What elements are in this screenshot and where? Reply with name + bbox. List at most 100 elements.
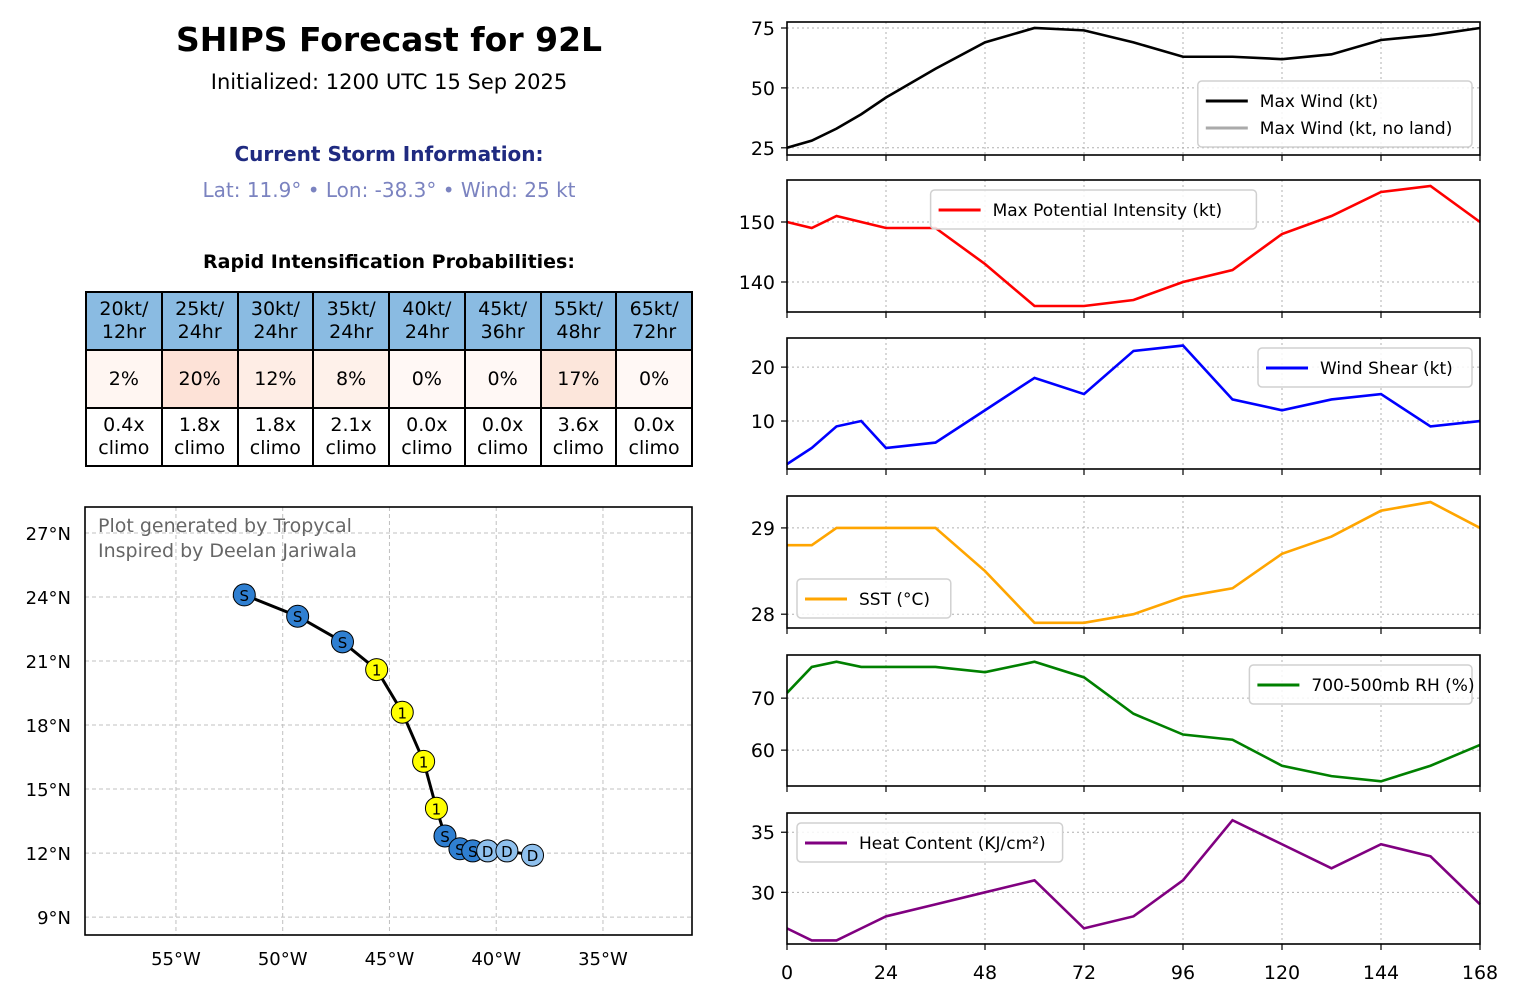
track-point-label: 1 xyxy=(432,800,442,818)
x-tick-label: 96 xyxy=(1171,962,1195,984)
lat-label: 24°N xyxy=(26,588,71,609)
ri-probability-row: 2% 20% 12% 8% 0% 0% 17% 0% xyxy=(85,349,693,409)
y-tick-label: 20 xyxy=(751,357,775,379)
plot-frame xyxy=(786,654,1481,787)
plot-frame xyxy=(786,21,1481,156)
track-point-label: S xyxy=(338,634,348,652)
legend-box xyxy=(929,189,1258,230)
legend-label: Max Wind (kt, no land) xyxy=(1260,119,1453,139)
series-line xyxy=(786,184,1481,308)
ri-probability-table: 20kt/12hr 25kt/24hr 30kt/24hr 35kt/24hr 40kt… xyxy=(85,291,693,467)
ri-climo-cell: 0.0x climo xyxy=(388,407,466,467)
ri-threshold-header: 35kt/24hr xyxy=(312,291,390,351)
y-tick-label: 30 xyxy=(751,882,775,904)
y-tick-label: 150 xyxy=(739,212,775,234)
y-tick-label: 10 xyxy=(751,411,775,433)
series-line xyxy=(786,344,1481,466)
lon-label: 55°W xyxy=(151,949,201,970)
ri-threshold-header: 25kt/24hr xyxy=(160,291,239,351)
track-point-label: 1 xyxy=(419,753,429,771)
track-point xyxy=(424,796,448,820)
legend-label: Heat Content (KJ/cm²) xyxy=(859,834,1046,854)
ri-probability-cell: 2% xyxy=(85,349,163,409)
ri-threshold-header: 20kt/12hr xyxy=(85,291,163,351)
map-frame xyxy=(84,506,693,936)
legend-label: SST (°C) xyxy=(859,590,930,610)
attribution-text: Plot generated by Tropycal xyxy=(98,515,352,537)
legend-label: 700-500mb RH (%) xyxy=(1311,676,1474,696)
ri-table-heading: Rapid Intensification Probabilities: xyxy=(203,251,575,273)
y-tick-label: 25 xyxy=(751,138,775,160)
y-tick-label: 60 xyxy=(751,740,775,762)
series-line xyxy=(786,26,1481,150)
track-point xyxy=(286,604,310,628)
lat-label: 21°N xyxy=(26,652,71,673)
figure-title: SHIPS Forecast for 92L xyxy=(175,20,603,59)
legend-box xyxy=(1257,347,1473,388)
ri-threshold-header: 30kt/24hr xyxy=(236,291,315,351)
ri-probability-cell: 20% xyxy=(160,349,239,409)
y-tick-label: 140 xyxy=(739,272,775,294)
y-tick-label: 29 xyxy=(751,518,775,540)
plot-frame xyxy=(786,812,1481,945)
ri-threshold-header: 45kt/36hr xyxy=(463,291,542,351)
lon-label: 40°W xyxy=(471,949,521,970)
x-tick-label: 144 xyxy=(1363,962,1399,984)
series-line xyxy=(787,500,1481,625)
ri-probability-cell: 0% xyxy=(388,349,466,409)
ri-climo-cell: 0.4x climo xyxy=(85,407,163,467)
attribution-text: Inspired by Deelan Jariwala xyxy=(98,540,357,562)
legend-box xyxy=(796,822,1064,863)
ri-climo-cell: 1.8x climo xyxy=(236,407,315,467)
track-point-label: D xyxy=(501,843,513,861)
lon-label: 35°W xyxy=(578,949,628,970)
lat-label: 27°N xyxy=(26,524,71,545)
track-point xyxy=(433,824,457,848)
y-tick-label: 50 xyxy=(751,78,775,100)
track-point-label: S xyxy=(455,841,465,859)
ri-threshold-header: 55kt/48hr xyxy=(539,291,618,351)
ri-threshold-header: 40kt/24hr xyxy=(388,291,466,351)
y-tick-label: 28 xyxy=(751,604,775,626)
track-point xyxy=(412,749,436,773)
track-point-label: 1 xyxy=(372,662,382,680)
x-tick-label: 72 xyxy=(1072,962,1096,984)
track-point-label: S xyxy=(240,587,250,605)
ri-climo-cell: 1.8x climo xyxy=(160,407,239,467)
ri-threshold-header: 65kt/72hr xyxy=(615,291,693,351)
legend-label: Max Potential Intensity (kt) xyxy=(993,201,1223,221)
ri-climo-row: 0.4x climo 1.8x climo 1.8x climo 2.1x climo 0.0x… xyxy=(85,407,693,467)
series-line xyxy=(786,660,1481,783)
legend-box xyxy=(796,578,952,619)
lon-label: 50°W xyxy=(258,949,308,970)
storm-info-heading: Current Storm Information: xyxy=(234,142,544,166)
track-point-label: 1 xyxy=(397,704,407,722)
ri-probability-cell: 0% xyxy=(463,349,542,409)
ri-climo-cell: 0.0x climo xyxy=(463,407,542,467)
plot-frame xyxy=(786,495,1481,629)
x-tick-label: 120 xyxy=(1264,962,1300,984)
ri-climo-cell: 0.0x climo xyxy=(615,407,693,467)
x-tick-label: 24 xyxy=(874,962,898,984)
lat-label: 12°N xyxy=(26,844,71,865)
track-point-label: S xyxy=(440,828,450,846)
initialized-time: Initialized: 1200 UTC 15 Sep 2025 xyxy=(210,70,568,94)
lat-label: 15°N xyxy=(26,780,71,801)
ri-probability-cell: 8% xyxy=(312,349,390,409)
track-point xyxy=(495,839,519,863)
lat-label: 18°N xyxy=(26,716,71,737)
ri-probability-cell: 17% xyxy=(539,349,618,409)
ri-climo-cell: 2.1x climo xyxy=(312,407,390,467)
ri-probability-cell: 0% xyxy=(615,349,693,409)
track-point xyxy=(365,658,389,682)
y-tick-label: 70 xyxy=(751,688,775,710)
track-point xyxy=(390,700,414,724)
track-point xyxy=(521,843,545,867)
series-line xyxy=(786,818,1481,942)
y-tick-label: 35 xyxy=(751,822,775,844)
legend-label: Wind Shear (kt) xyxy=(1320,359,1453,379)
legend-box xyxy=(1197,80,1473,148)
plot-frame xyxy=(786,179,1481,313)
